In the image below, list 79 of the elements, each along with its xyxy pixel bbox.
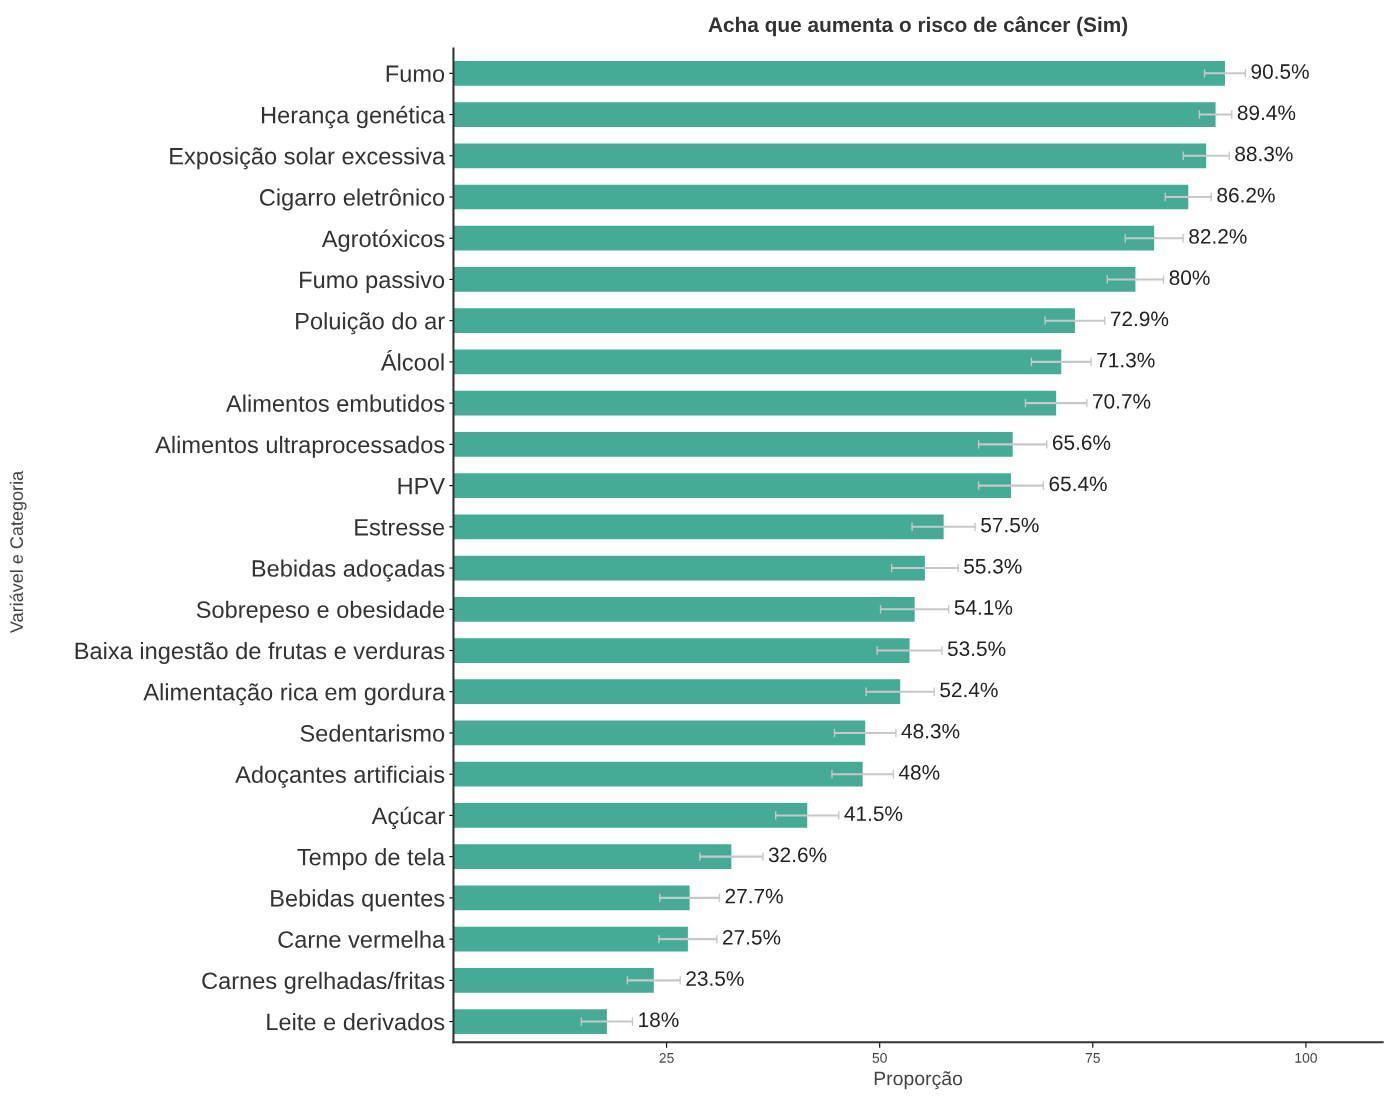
data-label: 48% [898, 765, 940, 780]
y-axis-title: Variável e Categoria [9, 470, 27, 634]
bar [453, 720, 866, 746]
bar [453, 60, 1225, 86]
y-tick-label: Herança genética [262, 105, 446, 129]
data-label: 86.2% [1217, 187, 1275, 203]
data-label: 32.6% [768, 847, 827, 863]
y-tick-label: Agrotóxicos [321, 229, 445, 252]
bar [453, 596, 915, 622]
bar [453, 926, 688, 952]
bar [453, 967, 654, 993]
y-tick-label: Bebidas quentes [271, 889, 445, 912]
data-label: 65.6% [1052, 435, 1111, 450]
bar [453, 267, 1136, 292]
data-label: 23.5% [686, 971, 744, 986]
y-tick-label: Sedentarismo [300, 724, 445, 742]
data-label: 41.5% [844, 806, 903, 822]
data-label: 72.9% [1110, 311, 1169, 327]
y-tick-label: Álcool [380, 349, 444, 371]
bar [453, 638, 910, 663]
y-tick-label: Leite e derivados [267, 1013, 445, 1031]
y-tick-label: Sobrepeso e obesidade [196, 600, 445, 623]
x-tick-label: 50 [872, 1052, 887, 1063]
data-label: 80% [1169, 270, 1210, 286]
x-tick-label: 25 [659, 1052, 674, 1063]
data-label: 55.3% [964, 558, 1022, 574]
y-tick-label: Carne vermelha [278, 930, 446, 948]
bar [453, 432, 1013, 457]
bar [453, 225, 1155, 251]
y-tick-label: Poluição do ar [296, 312, 445, 335]
bar [453, 308, 1075, 334]
data-label: 70.7% [1093, 393, 1151, 409]
data-label: 65.4% [1049, 476, 1107, 492]
data-label: 82.2% [1189, 229, 1247, 244]
bar [453, 390, 1057, 416]
bar [453, 844, 732, 870]
y-tick-label: Alimentação rica em gordura [143, 683, 446, 706]
y-tick-label: Fumo [386, 65, 445, 83]
bar [453, 555, 925, 581]
y-tick-label: HPV [398, 477, 446, 495]
data-label: 27.7% [725, 888, 783, 904]
y-tick-label: Bebidas adoçadas [252, 559, 445, 582]
data-label: 52.4% [940, 682, 998, 698]
data-label: 27.5% [723, 929, 781, 945]
bar [453, 679, 901, 705]
bar [453, 184, 1189, 210]
y-tick-label: Exposição solar excessiva [170, 147, 446, 170]
y-tick-label: Baixa ingestão de frutas e verduras [75, 641, 445, 664]
bar [453, 349, 1062, 375]
data-label: 18% [639, 1012, 679, 1028]
y-tick-label: Fumo passivo [300, 270, 445, 293]
data-label: 71.3% [1097, 352, 1155, 368]
y-tick-label: Açúcar [371, 806, 445, 830]
bar [453, 885, 690, 911]
data-label: 54.1% [954, 600, 1013, 615]
chart-title: Acha que aumenta o risco de câncer (Sim) [708, 16, 1128, 37]
bar [453, 473, 1011, 498]
data-label: 57.5% [981, 517, 1039, 533]
y-tick-label: Estresse [355, 519, 445, 536]
bar [453, 143, 1207, 169]
y-tick-label: Carnes grelhadas/fritas [202, 971, 445, 994]
bar [453, 761, 863, 787]
data-label: 88.3% [1235, 146, 1293, 162]
bar [453, 803, 808, 828]
y-tick-label: Alimentos ultraprocessados [155, 435, 445, 458]
y-tick-label: Tempo de tela [297, 848, 446, 871]
y-tick-label: Alimentos embutidos [226, 394, 445, 412]
y-tick-label: Cigarro eletrônico [259, 188, 445, 211]
bar [453, 1009, 607, 1034]
data-label: 48.3% [901, 723, 960, 739]
y-tick-label: Adoçantes artificiais [235, 765, 445, 788]
data-label: 53.5% [947, 641, 1006, 657]
x-tick-label: 75 [1085, 1053, 1100, 1063]
x-axis-title: Proporção [874, 1071, 963, 1090]
x-tick-label: 100 [1295, 1052, 1317, 1063]
bar [453, 102, 1216, 127]
bar [453, 514, 944, 540]
data-label: 89.4% [1237, 105, 1296, 121]
data-label: 90.5% [1251, 64, 1309, 79]
